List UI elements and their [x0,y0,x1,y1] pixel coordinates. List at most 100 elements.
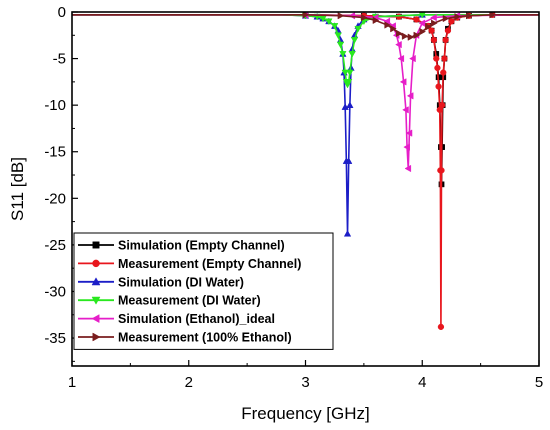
data-point [401,32,409,40]
legend-label: Measurement (Empty Channel) [118,257,301,271]
data-point [346,69,354,77]
series-1 [72,12,539,331]
data-point [444,27,452,34]
data-point [430,36,438,44]
data-point [438,102,446,109]
data-point [395,40,402,49]
x-tick-label: 1 [68,374,76,391]
data-point [350,37,359,44]
y-tick-label: -30 [44,283,66,300]
series-5 [72,12,539,41]
y-tick-label: -5 [53,51,66,68]
plot-area [72,12,539,331]
legend-label: Measurement (DI Water) [118,294,261,308]
legend-box [73,232,334,350]
data-point [435,83,442,90]
data-point [430,13,437,22]
data-point [341,69,349,77]
data-point [348,51,356,58]
data-point [448,18,455,25]
legend-item: Measurement (Empty Channel) [78,257,301,271]
series-layer [72,12,539,331]
data-point [454,12,462,21]
legend-marker [91,296,101,305]
data-point [339,51,347,58]
x-tick-label: 4 [418,374,426,391]
data-point [361,13,368,22]
data-point [404,164,412,173]
y-tick-label: -15 [44,144,66,161]
data-point [431,19,438,27]
x-axis-title: Frequency [GHz] [241,404,370,423]
x-axis: 1 2 3 4 5 [68,360,543,391]
y-tick-label: -25 [44,237,66,254]
data-point [466,12,473,20]
y-axis-title: S11 [dB] [8,157,27,221]
data-point [407,33,415,41]
data-point [302,12,310,19]
data-point [428,27,435,34]
data-point [442,14,450,23]
data-point [437,323,445,331]
data-point [438,167,445,174]
data-point [334,32,342,40]
legend-marker [91,277,101,286]
data-point [434,64,441,72]
data-point [396,29,403,38]
legend-item: Simulation (Empty Channel) [78,239,285,253]
legend-label: Simulation (Empty Channel) [118,239,285,253]
data-point [418,19,426,27]
data-point [441,55,448,62]
legend-label: Simulation (DI Water) [118,275,244,289]
data-point [345,79,353,86]
legend-label: Measurement (100% Ethanol) [118,331,292,345]
x-tick-label: 2 [185,374,193,391]
data-point [409,54,416,63]
data-point [390,25,397,33]
legend-item: Simulation (DI Water) [78,275,244,289]
data-point [397,54,405,63]
data-point [403,143,410,151]
y-tick-label: -20 [44,190,66,207]
data-point [406,92,414,100]
data-point [399,78,407,86]
data-point [336,41,345,49]
data-point [337,12,345,20]
y-tick-label: -10 [44,97,66,114]
data-point [346,101,354,109]
data-point [413,16,420,23]
x-tick-label: 5 [535,374,543,391]
legend-marker [92,259,100,268]
data-point [345,157,353,164]
data-point [440,69,447,76]
legend-item: Measurement (DI Water) [78,294,261,308]
data-point [413,31,421,39]
data-point [433,55,440,62]
data-point [341,103,349,110]
y-tick-label: -35 [44,330,66,347]
data-point [331,23,339,30]
y-axis: 0 -5 -10 -15 -20 -25 -30 -35 [44,4,78,362]
legend: Simulation (Empty Channel) Measurement (E… [73,232,334,350]
data-point [395,13,403,20]
data-point [442,36,449,44]
legend-item: Measurement (100% Ethanol) [78,331,292,345]
data-point [384,21,391,29]
y-tick-label: 0 [58,4,66,21]
data-point [489,12,497,19]
legend-item: Simulation (Ethanol)_ideal [78,312,275,326]
data-point [419,27,427,36]
data-point [405,129,413,137]
legend-marker [92,332,101,342]
data-point [425,23,432,31]
x-tick-label: 3 [301,374,309,391]
data-point [354,25,362,33]
data-point [325,18,333,26]
data-point [372,16,380,25]
data-point [402,106,409,114]
legend-label: Simulation (Ethanol)_ideal [118,312,275,326]
legend-marker [91,314,100,324]
legend-marker [92,241,100,249]
